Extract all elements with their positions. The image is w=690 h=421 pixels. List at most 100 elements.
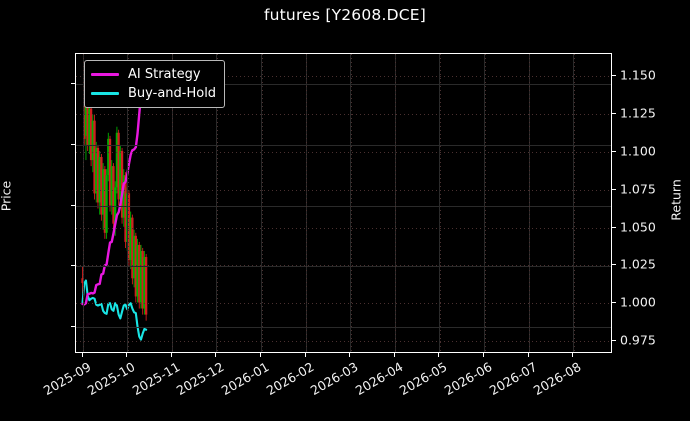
gridline-vertical [305, 54, 307, 352]
y-axis-right-tick [612, 302, 616, 304]
candlestick-body [108, 138, 112, 206]
candlestick-body [119, 150, 122, 200]
y-axis-right-tick [612, 264, 616, 266]
y-axis-left-tick [71, 204, 75, 206]
gridline-vertical-return [439, 54, 441, 352]
candlestick-body [143, 257, 146, 309]
y-axis-right-tick [612, 112, 616, 114]
candlestick-body [112, 166, 115, 224]
x-axis-tick [393, 353, 395, 357]
candlestick-group [81, 75, 148, 321]
candlestick-body [100, 157, 103, 215]
gridline-vertical-return [216, 54, 218, 352]
candlestick-body [117, 132, 120, 200]
candlestick-body [131, 217, 134, 279]
y-axis-left-tick [71, 83, 75, 85]
gridline-horizontal-return [76, 76, 611, 77]
candlestick-body [129, 217, 132, 261]
gridline-vertical [350, 54, 352, 352]
y-axis-left-tick [71, 265, 75, 267]
x-axis-tick [438, 353, 440, 357]
gridline-vertical-return [306, 54, 308, 352]
candlestick-body [139, 250, 143, 303]
gridline-horizontal [76, 84, 611, 86]
x-axis-tick-label: 2025-12 [174, 359, 227, 399]
line-ai-strategy [81, 80, 148, 306]
plot-inner [76, 54, 611, 352]
y-axis-right-tick [612, 226, 616, 228]
x-axis-tick [349, 353, 351, 357]
x-axis-tick [215, 353, 217, 357]
gridline-horizontal-return [76, 227, 611, 229]
candlestick-body [136, 244, 139, 297]
candlestick-body [124, 175, 127, 242]
chart-legend: AI Strategy Buy-and-Hold [84, 60, 226, 108]
gridline-vertical-return [529, 54, 531, 352]
gridline-vertical-return [573, 54, 575, 352]
y-axis-left-title: Price [0, 180, 14, 212]
y-axis-right-title: Return [668, 179, 684, 221]
y-axis-right-tick-label: 1.050 [620, 219, 656, 234]
candlestick-body [96, 147, 100, 203]
gridline-vertical [528, 54, 530, 352]
y-axis-left-tick [71, 143, 75, 145]
y-axis-right-tick [612, 340, 616, 342]
candlestick-body [122, 175, 125, 218]
candlestick-body [88, 108, 91, 145]
y-axis-right-tick-label: 1.150 [620, 67, 656, 83]
candlestick-body [84, 99, 88, 136]
y-axis-right-tick [612, 150, 616, 152]
line-buy-and-hold [81, 279, 148, 341]
candlestick-body [110, 166, 113, 206]
x-axis-tick-label: 2026-01 [218, 359, 272, 399]
y-axis-right-tick-label: 1.025 [620, 256, 656, 272]
candlestick-body [83, 114, 86, 139]
candlestick-body [144, 257, 148, 315]
legend-swatch-buy-and-hold [91, 92, 119, 95]
candlestick-body [103, 169, 107, 233]
y-axis-right-tick-label: 1.100 [620, 143, 656, 159]
x-axis-tick [304, 353, 306, 357]
plot-area: AI Strategy Buy-and-Hold [75, 53, 612, 353]
x-axis-tick [170, 353, 172, 357]
candlestick-body [107, 138, 110, 176]
y-axis-right-tick-label: 1.000 [620, 294, 656, 310]
gridline-vertical [127, 54, 129, 352]
gridline-vertical-return [172, 54, 174, 352]
y-axis-right-tick [612, 188, 616, 190]
candlestick-body [120, 150, 124, 218]
legend-label-buy-and-hold: Buy-and-Hold [128, 86, 217, 101]
gridline-horizontal-return [76, 341, 611, 343]
y-axis-right-tick-label: 1.075 [620, 181, 656, 197]
candlestick-body [132, 235, 136, 279]
gridline-vertical-return [261, 54, 263, 352]
x-axis-tick [572, 353, 574, 357]
gridline-vertical [439, 54, 441, 352]
gridline-vertical [216, 54, 218, 352]
legend-item-ai-strategy: AI Strategy [91, 65, 216, 84]
y-axis-right-tick-label: 0.975 [620, 332, 656, 348]
x-axis-tick [259, 353, 261, 357]
gridline-vertical-return [127, 54, 129, 352]
y-axis-left-tick [71, 325, 75, 327]
legend-item-buy-and-hold: Buy-and-Hold [91, 84, 216, 103]
gridline-vertical [394, 54, 396, 352]
y-axis-right-tick [612, 75, 616, 76]
gridline-horizontal-return [76, 265, 611, 267]
page-title: futures [Y2608.DCE] [263, 6, 427, 24]
candlestick-body [91, 120, 94, 161]
gridline-vertical-return [395, 54, 397, 352]
candlestick-body [105, 175, 108, 233]
gridline-horizontal-return [76, 151, 611, 153]
candlestick-body [93, 120, 96, 194]
gridline-horizontal [76, 144, 611, 146]
gridline-horizontal [76, 326, 611, 328]
x-axis-tick [126, 353, 128, 357]
x-axis-tick [527, 353, 529, 357]
candlestick-body [127, 193, 131, 261]
gridline-vertical-return [83, 54, 85, 352]
candlestick-body [89, 108, 93, 161]
legend-label-ai-strategy: AI Strategy [128, 67, 201, 82]
gridline-vertical [171, 54, 173, 352]
